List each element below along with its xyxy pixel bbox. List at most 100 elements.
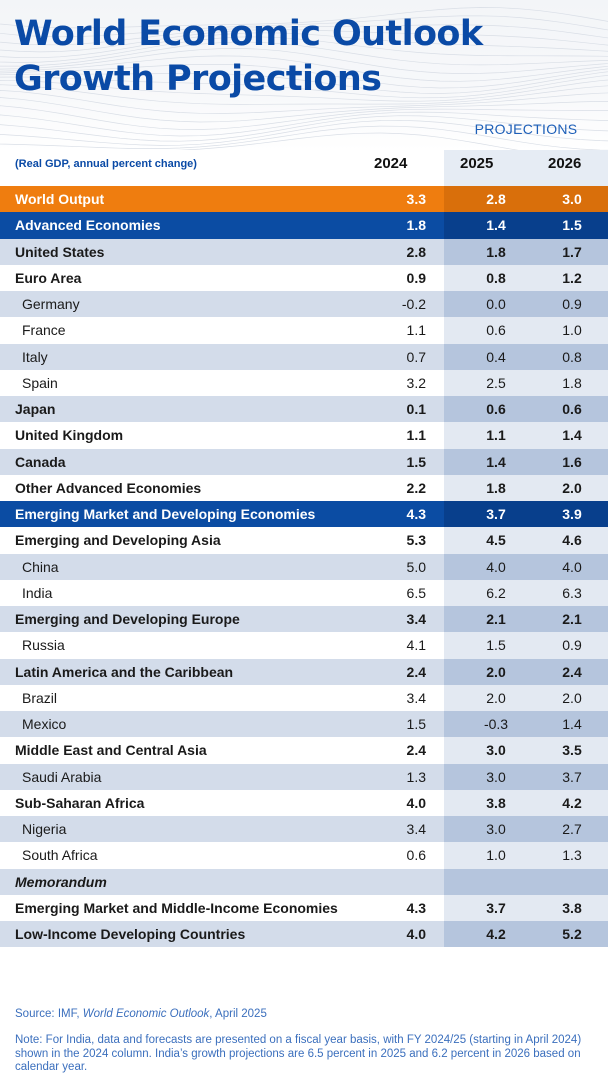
row-label: South Africa <box>22 847 98 864</box>
row-background <box>0 343 444 370</box>
row-background <box>0 474 444 501</box>
source-title: World Economic Outlook <box>82 1008 210 1020</box>
row-projection-background <box>444 868 608 895</box>
row-projection-background <box>444 816 608 843</box>
table-row: United Kingdom 1.1 1.1 1.4 <box>0 422 608 449</box>
value-2026: 4.6 <box>562 532 582 549</box>
table-row: Emerging Market and Developing Economies… <box>0 501 608 528</box>
value-2026: 1.7 <box>562 243 582 260</box>
value-2024: -0.2 <box>401 296 426 312</box>
row-label: India <box>22 584 53 601</box>
wave-line <box>0 75 608 99</box>
value-2026: 1.4 <box>562 427 582 444</box>
wave-line <box>0 115 608 142</box>
value-2024: 0.9 <box>406 269 426 286</box>
wave-line <box>0 48 608 74</box>
value-2024: 6.5 <box>406 584 426 601</box>
value-2024 <box>386 869 426 895</box>
row-projection-background <box>444 238 608 265</box>
table-row: Low-Income Developing Countries 4.0 4.2 5.2 <box>0 921 608 948</box>
row-projection-background <box>444 684 608 711</box>
value-2024: 4.0 <box>406 926 426 942</box>
row-label: Mexico <box>22 716 67 732</box>
value-2024: 4.3 <box>406 899 426 916</box>
wave-line <box>0 64 608 89</box>
value-2025: 4.2 <box>486 926 506 942</box>
value-2026: 2.4 <box>562 663 582 680</box>
value-2026: 4.2 <box>562 794 582 811</box>
table-row: Emerging and Developing Asia 5.3 4.5 4.6 <box>0 527 608 554</box>
value-2024: 3.4 <box>406 689 426 706</box>
value-2025: 3.7 <box>486 506 506 522</box>
row-label: Brazil <box>22 689 58 706</box>
wave-line <box>0 24 608 46</box>
table-row: India 6.5 6.2 6.3 <box>0 579 608 606</box>
wave-line <box>0 79 608 102</box>
table-row: Advanced Economies 1.8 1.4 1.5 <box>0 212 608 239</box>
value-2025: 3.0 <box>486 821 506 837</box>
value-2025: 1.5 <box>486 637 506 654</box>
row-projection-background <box>444 212 608 239</box>
table-row: Saudi Arabia 1.3 3.0 3.7 <box>0 763 608 790</box>
value-2026: 1.4 <box>562 716 582 732</box>
row-label: Emerging Market and Middle-Income Econom… <box>15 899 338 916</box>
table-row: Italy 0.7 0.4 0.8 <box>0 343 608 370</box>
row-projection-background <box>444 711 608 738</box>
value-2025: 1.8 <box>486 243 506 260</box>
row-background <box>0 658 444 685</box>
wave-line <box>0 55 608 82</box>
row-background <box>0 606 444 633</box>
row-label: Low-Income Developing Countries <box>15 926 246 942</box>
row-label: Russia <box>22 637 65 654</box>
row-label: Euro Area <box>15 269 82 286</box>
table-row: World Output 3.3 2.8 3.0 <box>0 186 608 213</box>
wave-line <box>0 7 608 29</box>
row-label: Other Advanced Economies <box>15 479 202 496</box>
table-row: China 5.0 4.0 4.0 <box>0 553 608 580</box>
value-2025: 0.6 <box>486 401 506 417</box>
value-2025: 0.6 <box>486 322 506 339</box>
value-2024: 3.4 <box>406 611 426 627</box>
row-label: Italy <box>22 348 48 365</box>
footnote: Note: For India, data and forecasts are … <box>15 1034 582 1073</box>
row-label: Emerging and Developing Europe <box>15 611 240 627</box>
table-row: South Africa 0.6 1.0 1.3 <box>0 842 608 869</box>
row-label: United Kingdom <box>15 427 124 444</box>
row-projection-background <box>444 789 608 816</box>
row-projection-background <box>444 658 608 685</box>
value-2024: 5.3 <box>406 532 426 549</box>
value-2026: 0.6 <box>562 401 582 417</box>
table-row: Spain 3.2 2.5 1.8 <box>0 369 608 396</box>
value-2024: 1.3 <box>406 768 426 785</box>
value-2026: 3.8 <box>562 899 582 916</box>
row-projection-background <box>444 921 608 948</box>
table-row: Russia 4.1 1.5 0.9 <box>0 632 608 659</box>
table-row: Mexico 1.5 -0.3 1.4 <box>0 711 608 738</box>
row-projection-background <box>444 737 608 764</box>
value-2026: 1.8 <box>562 374 582 391</box>
value-2026: 5.2 <box>562 926 582 942</box>
growth-table: World Output 3.3 2.8 3.0 Advanced Economies 1… <box>0 186 608 948</box>
row-background <box>0 842 444 869</box>
wave-pattern-background <box>0 7 608 150</box>
wave-line <box>0 32 608 59</box>
value-2025: -0.3 <box>483 716 509 732</box>
row-label: Japan <box>15 401 56 417</box>
title-line-1: World Economic Outlook <box>14 14 483 54</box>
source-suffix: , April 2025 <box>209 1008 267 1020</box>
wave-line <box>0 97 608 123</box>
wave-line <box>0 125 608 150</box>
row-label: Latin America and the Caribbean <box>15 663 234 680</box>
value-2026: 2.1 <box>562 611 582 627</box>
source-prefix: Source: IMF, <box>15 1008 83 1020</box>
row-label: Memorandum <box>15 873 107 890</box>
row-background <box>0 369 444 396</box>
header-banner: World Economic Outlook Growth Projection… <box>0 0 608 150</box>
row-projection-background <box>444 369 608 396</box>
row-projection-background <box>444 894 608 921</box>
row-projection-background <box>444 763 608 790</box>
value-2025: 1.0 <box>486 847 506 864</box>
row-projection-background <box>444 842 608 869</box>
value-2025: 1.4 <box>486 453 506 470</box>
row-background <box>0 763 444 790</box>
